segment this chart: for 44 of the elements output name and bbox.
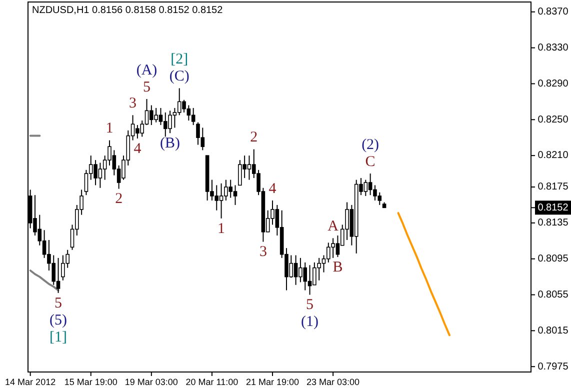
annotation: [2] xyxy=(170,52,188,68)
x-tick-label: 15 Mar 19:00 xyxy=(64,377,118,387)
y-tick-label: 0.8175 xyxy=(538,182,569,193)
annotation: B xyxy=(332,259,343,276)
annotation: 1 xyxy=(218,220,226,237)
annotation: (2) xyxy=(362,136,380,153)
annotation: (5) xyxy=(50,312,68,328)
y-tick-label: 0.8015 xyxy=(538,325,569,336)
y-tick-label: 0.8330 xyxy=(538,42,569,54)
y-tick-label: 0.7975 xyxy=(538,361,569,372)
x-tick-label: 23 Mar 03:00 xyxy=(306,377,360,387)
y-tick-label: 0.8135 xyxy=(538,218,569,229)
annotation: 5 xyxy=(143,79,151,96)
annotation: 5 xyxy=(306,297,314,314)
y-tick-label: 0.8250 xyxy=(538,114,569,126)
line-series xyxy=(397,212,450,336)
line-series xyxy=(29,270,60,292)
annotation: (1) xyxy=(301,314,319,330)
y-tick-label: 0.8152 xyxy=(538,202,569,214)
y-tick-label: 0.8095 xyxy=(538,253,569,264)
chart-title: NZDUSD,H1 0.8156 0.8158 0.8152 0.8152 xyxy=(32,5,224,16)
annotation: 5 xyxy=(54,295,62,312)
annotation: 2 xyxy=(115,191,123,208)
annotation: (C) xyxy=(169,68,190,85)
annotation: 3 xyxy=(129,96,137,112)
y-tick-label: 0.8055 xyxy=(538,289,569,300)
x-tick-label: 20 Mar 11:00 xyxy=(186,377,238,387)
y-tick-label: 0.8210 xyxy=(538,150,569,162)
annotation: (B) xyxy=(160,136,180,152)
annotation: 1 xyxy=(106,120,114,137)
y-tick-label: 0.8290 xyxy=(538,78,569,90)
x-tick-label: 14 Mar 2012 xyxy=(5,377,56,387)
annotation: C xyxy=(365,154,376,170)
x-tick-label: 21 Mar 19:00 xyxy=(246,377,300,387)
y-tick-label: 0.8370 xyxy=(538,6,569,18)
annotation: 4 xyxy=(268,180,277,197)
x-tick-label: 19 Mar 03:00 xyxy=(124,377,178,387)
annotation: 2 xyxy=(250,130,258,146)
annotation: (A) xyxy=(136,62,158,78)
annotation: [1] xyxy=(50,329,68,346)
annotation: 4 xyxy=(134,140,142,157)
annotation: 3 xyxy=(259,244,267,260)
candlestick xyxy=(191,107,196,126)
annotation: A xyxy=(328,218,339,235)
